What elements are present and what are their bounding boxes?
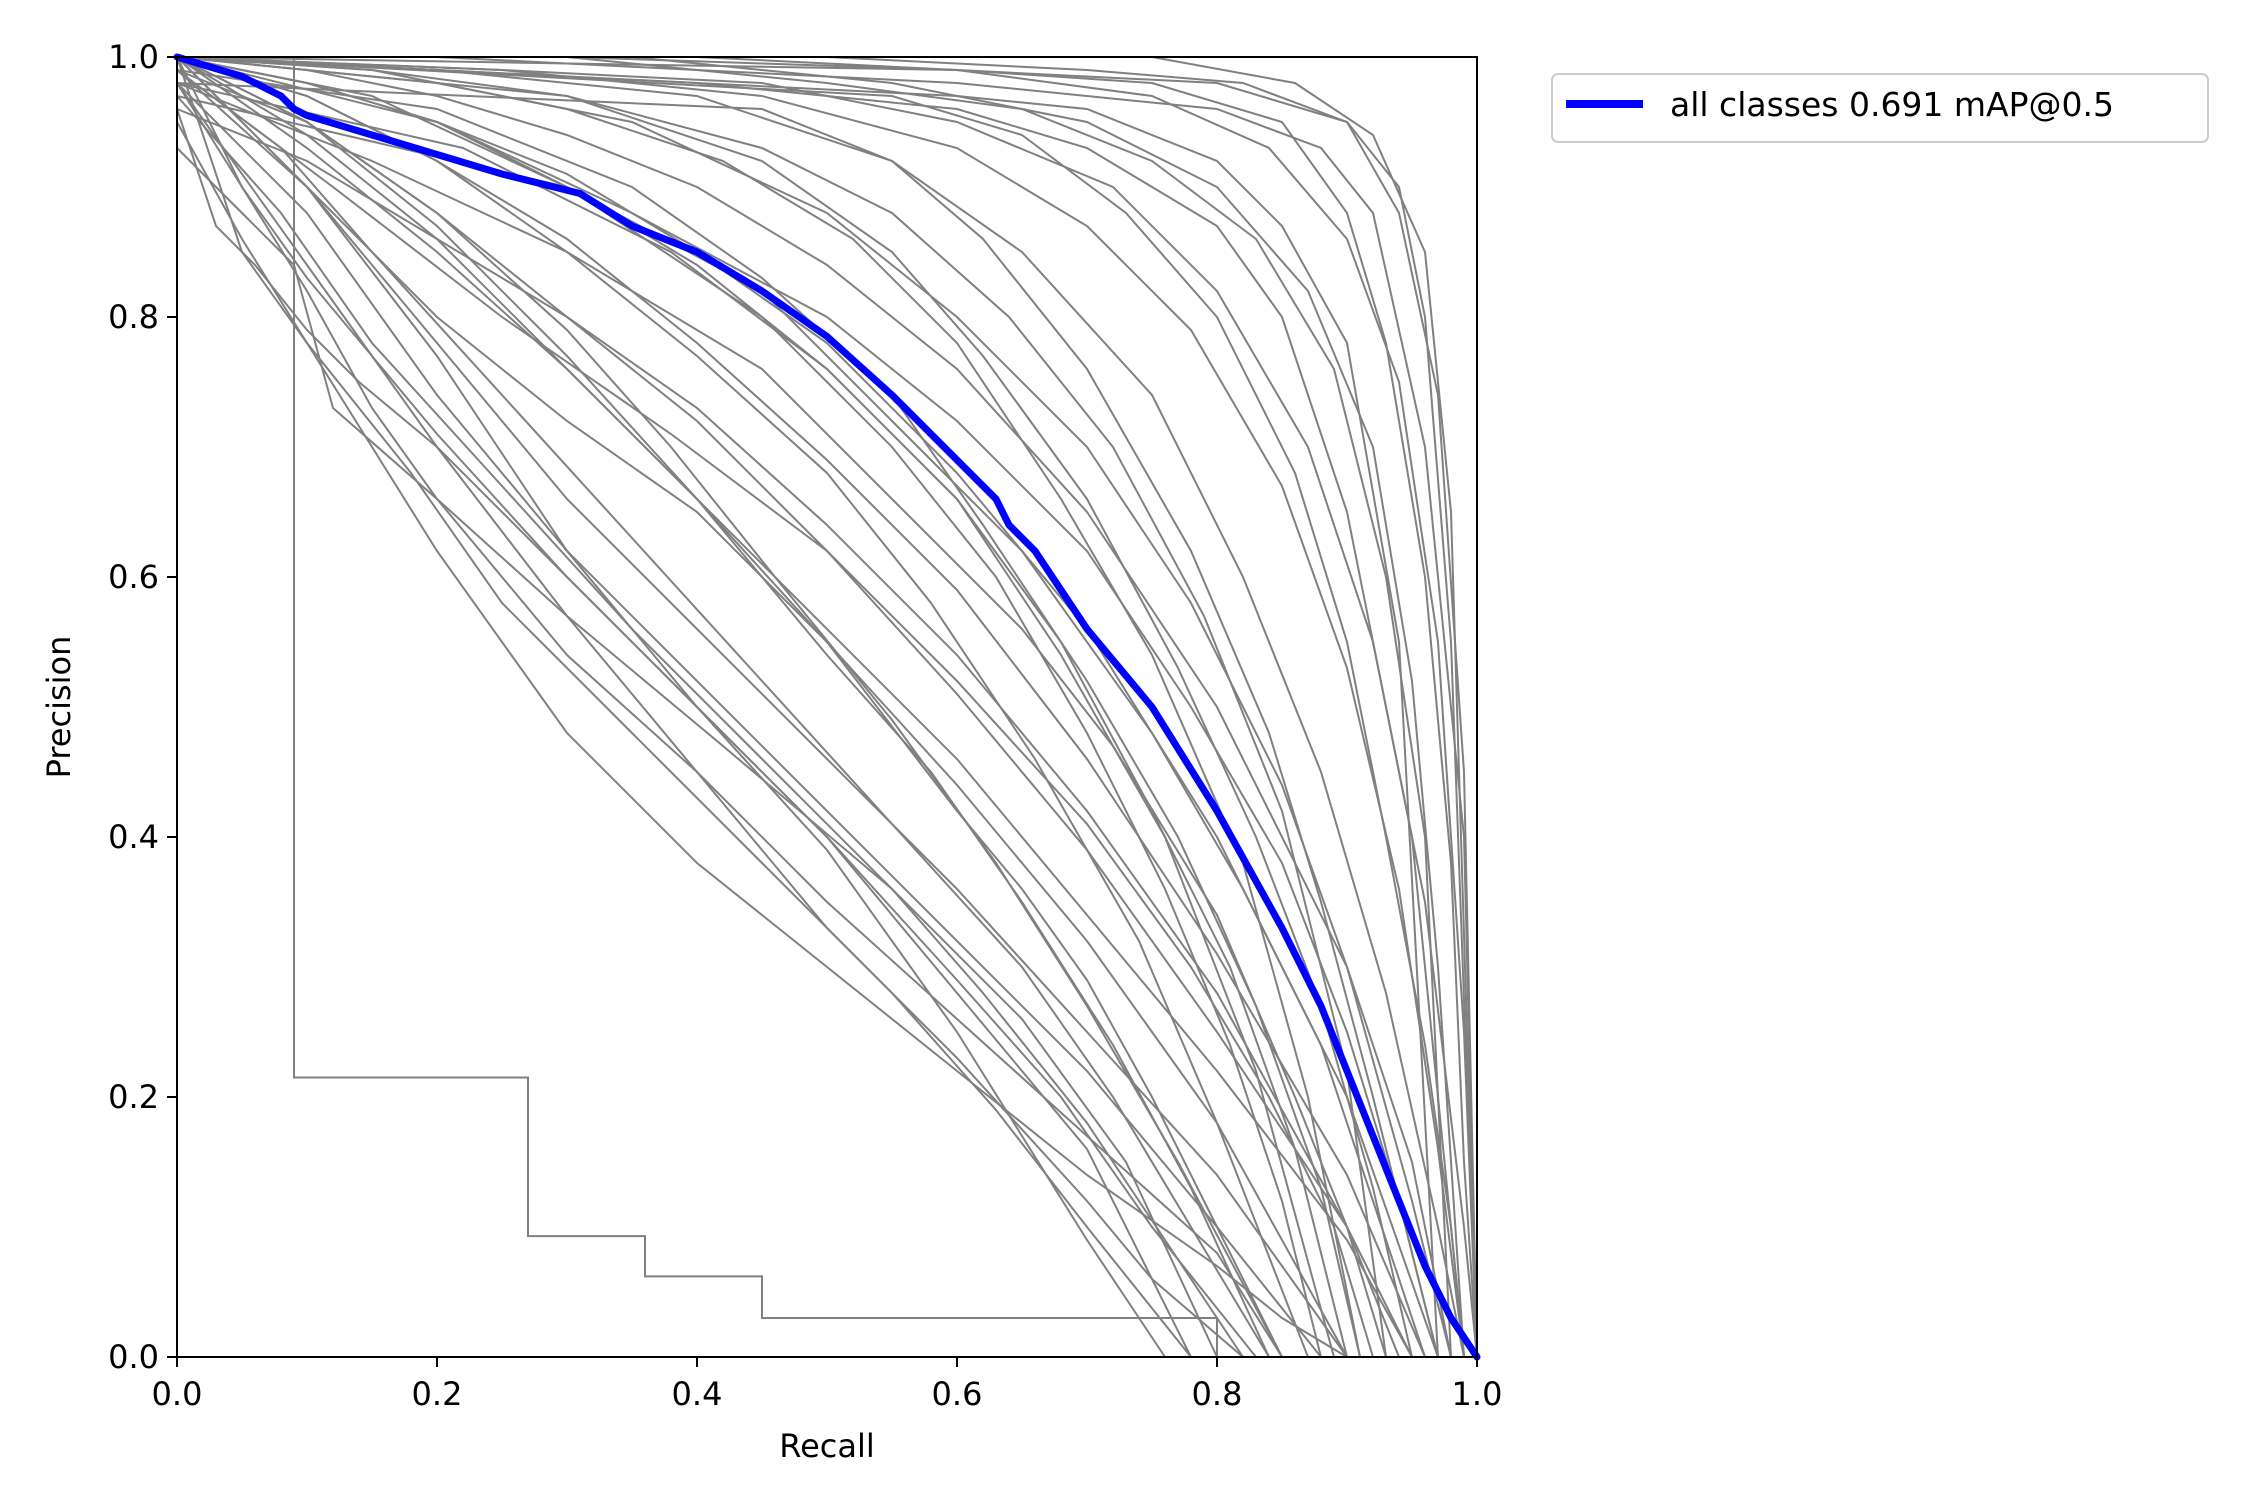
class-curve-7 xyxy=(176,56,1413,1358)
class-curve-22 xyxy=(176,56,1465,1358)
class-curve-16 xyxy=(176,108,1387,1358)
class-curve-19 xyxy=(176,82,1413,1358)
all-classes-curve xyxy=(173,53,1481,1361)
class-curve-34 xyxy=(176,69,1374,1358)
class-curve-26 xyxy=(176,69,1270,1358)
class-curve-35 xyxy=(176,56,1439,1358)
class-curve-23 xyxy=(176,56,1478,1358)
class-curve-45 xyxy=(176,147,1218,1358)
class-curve-43 xyxy=(176,69,1361,1358)
class-curve-20 xyxy=(176,56,1426,1358)
class-curve-46 xyxy=(176,108,1192,1358)
class-curve-42 xyxy=(176,56,1270,1358)
class-curve-5 xyxy=(176,82,1322,1358)
x-axis-ticks: 0.0 0.2 0.4 0.6 0.8 1.0 xyxy=(152,1357,1503,1413)
class-curve-25 xyxy=(176,95,1244,1358)
x-tick-label: 0.2 xyxy=(412,1375,463,1413)
class-curve-4 xyxy=(176,56,1348,1358)
class-curve-27 xyxy=(176,69,1283,1358)
class-curve-18 xyxy=(176,56,1283,1358)
class-curve-24 xyxy=(177,56,1452,1358)
y-axis-ticks: 0.0 0.2 0.4 0.6 0.8 1.0 xyxy=(108,38,177,1376)
class-curve-40 xyxy=(177,56,1465,1358)
y-tick-label: 1.0 xyxy=(108,38,159,76)
x-tick-label: 0.4 xyxy=(672,1375,723,1413)
x-tick-label: 0.8 xyxy=(1192,1375,1243,1413)
class-curve-49 xyxy=(176,56,1478,1358)
class-curve-41 xyxy=(176,69,1166,1358)
y-tick-label: 0.2 xyxy=(108,1078,159,1116)
class-curve-11 xyxy=(176,56,1452,1358)
class-curve-51 xyxy=(176,82,1348,1358)
x-tick-label: 0.6 xyxy=(932,1375,983,1413)
class-curve-17 xyxy=(176,56,1348,1358)
class-curve-44 xyxy=(176,56,1413,1358)
legend: all classes 0.691 mAP@0.5 xyxy=(1551,73,2209,143)
class-curve-50 xyxy=(176,95,1322,1358)
y-tick-label: 0.0 xyxy=(108,1338,159,1376)
class-curve-1 xyxy=(177,56,1218,1357)
class-curve-47 xyxy=(176,82,1439,1358)
x-tick-label: 1.0 xyxy=(1452,1375,1503,1413)
class-curve-48 xyxy=(176,56,1465,1358)
y-tick-label: 0.6 xyxy=(108,558,159,596)
y-axis-label: Precision xyxy=(40,636,78,779)
x-tick-label: 0.0 xyxy=(152,1375,203,1413)
class-curve-32 xyxy=(176,121,1192,1358)
class-curve-30 xyxy=(176,56,1361,1358)
y-tick-label: 0.8 xyxy=(108,298,159,336)
class-curve-31 xyxy=(176,56,1387,1358)
axes-frame xyxy=(176,56,1478,1358)
class-curve-2 xyxy=(176,56,1348,1358)
class-curve-37 xyxy=(177,56,1478,1358)
legend-box xyxy=(1551,73,2209,143)
x-axis-label: Recall xyxy=(779,1427,874,1465)
y-tick-label: 0.4 xyxy=(108,818,159,856)
all-classes-series xyxy=(173,53,1481,1361)
legend-label: all classes 0.691 mAP@0.5 xyxy=(1670,85,2114,124)
